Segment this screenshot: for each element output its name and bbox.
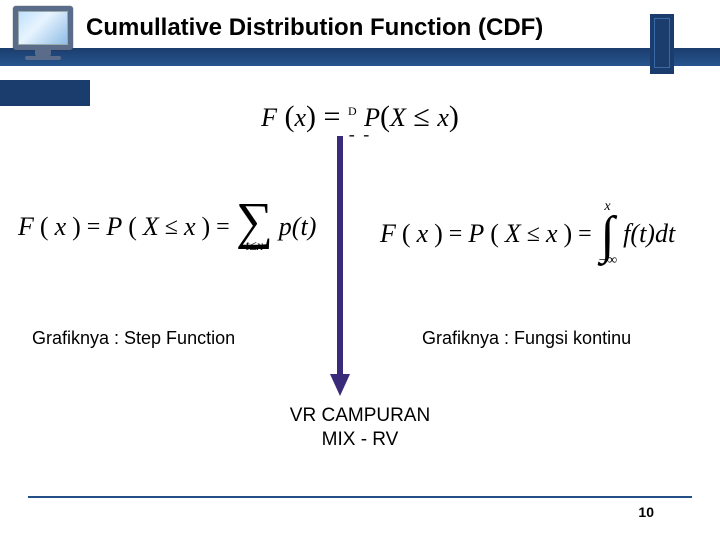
c-x: x [417, 219, 429, 249]
header-band [0, 48, 720, 66]
formula-continuous: F(x) = P(X ≤ x) = x ∫ −∞ f(t)dt [380, 200, 675, 268]
d-P: P [106, 212, 122, 242]
mix-line1: VR CAMPURAN [0, 404, 720, 428]
mix-line2: MIX - RV [0, 428, 720, 452]
d-x2: x [184, 212, 196, 242]
leq-sign: ≤ [413, 100, 429, 133]
c-F: F [380, 219, 396, 249]
d-leq: ≤ [165, 214, 178, 241]
d-F: F [18, 212, 34, 242]
d-t: t [300, 212, 307, 241]
c-dt: dt [655, 219, 675, 248]
formula-X: X [390, 103, 406, 132]
sigma-icon: ∑ t≤x [236, 200, 273, 254]
header-accent-outline [654, 18, 670, 68]
formula-discrete: F(x) = P(X ≤ x) = ∑ t≤x p(t) [18, 200, 316, 254]
d-p: p [279, 212, 292, 241]
formula-arg-x: x [294, 103, 306, 132]
c-leq: ≤ [527, 221, 540, 248]
def-underline: - - [0, 124, 720, 145]
def-superscript: D [348, 104, 357, 118]
mix-label: VR CAMPURAN MIX - RV [0, 404, 720, 452]
c-P: P [468, 219, 484, 249]
formula-F: F [261, 103, 277, 132]
c-t: t [639, 219, 646, 248]
d-X: X [143, 212, 159, 242]
page-number: 10 [638, 504, 654, 520]
formula-definition: F (x) = D P(X ≤ x) - - [0, 100, 720, 145]
d-x: x [55, 212, 67, 242]
equals-sign: = [324, 100, 341, 133]
monitor-icon [8, 6, 78, 66]
c-X: X [505, 219, 521, 249]
formula-x: x [437, 103, 449, 132]
down-arrow-icon [330, 136, 350, 396]
caption-discrete: Grafiknya : Step Function [32, 328, 235, 349]
caption-continuous: Grafiknya : Fungsi kontinu [422, 328, 631, 349]
integral-icon: x ∫ −∞ [598, 200, 617, 268]
c-f: f [623, 219, 630, 248]
c-x2: x [546, 219, 558, 249]
slide-title: Cumullative Distribution Function (CDF) [86, 14, 543, 42]
footer-divider [28, 496, 692, 498]
